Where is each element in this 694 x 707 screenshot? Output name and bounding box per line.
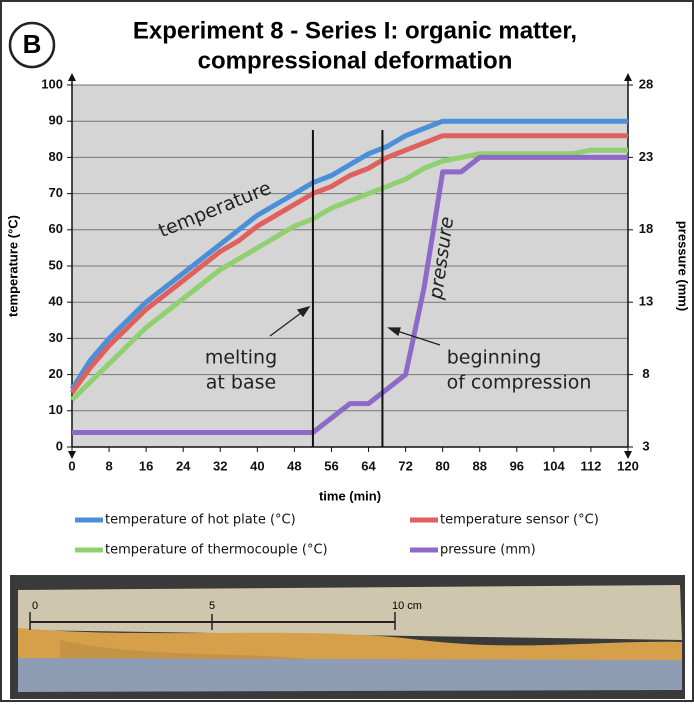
chart-title: Experiment 8 - Series I: organic matter, — [133, 17, 577, 44]
y2-tick-label: 28 — [639, 76, 653, 91]
y2-tick-label: 3 — [642, 438, 649, 453]
y-tick-label: 80 — [49, 149, 63, 164]
y-tick-label: 50 — [49, 257, 63, 272]
panel-label: B — [23, 29, 42, 59]
x-tick-label: 16 — [139, 458, 153, 473]
y-tick-label: 70 — [49, 185, 63, 200]
y2-tick-label: 8 — [642, 366, 649, 381]
x-tick-label: 8 — [105, 458, 112, 473]
y-tick-label: 10 — [49, 402, 63, 417]
series-line — [69, 133, 628, 395]
x-tick-label: 40 — [250, 458, 264, 473]
y-tick-label: 30 — [49, 330, 63, 345]
scale-label: 0 — [32, 600, 38, 612]
y-tick-label: 20 — [49, 366, 63, 381]
series-line — [72, 154, 628, 435]
arrows — [269, 305, 441, 346]
x-tick-label: 104 — [543, 458, 565, 473]
x-axis-label: time (min) — [319, 488, 381, 503]
scale-label: 5 — [209, 600, 215, 612]
chart-title: compressional deformation — [198, 47, 513, 74]
y-tick-label: 100 — [41, 76, 63, 91]
y2-tick-label: 13 — [639, 294, 653, 309]
y-tick-label: 90 — [49, 113, 63, 128]
annotation: of compression — [447, 372, 592, 394]
y2-tick-label: 18 — [639, 221, 653, 236]
sample-photo — [10, 575, 685, 699]
axis-arrow — [68, 451, 76, 459]
legend-label: temperature of thermocouple (°C) — [105, 543, 328, 558]
x-tick-label: 56 — [324, 458, 338, 473]
x-tick-label: 64 — [361, 458, 376, 473]
x-tick-label: 48 — [287, 458, 301, 473]
x-tick-label: 112 — [580, 458, 601, 473]
y-tick-label: 60 — [49, 221, 63, 236]
annotation: beginning — [447, 347, 542, 369]
legend-label: pressure (mm) — [440, 543, 536, 558]
x-tick-label: 88 — [472, 458, 486, 473]
annotation: at base — [206, 372, 276, 394]
y-axis-label: temperature (°C) — [5, 215, 20, 317]
y2-axis-label: pressure (mm) — [676, 221, 691, 311]
x-tick-label: 120 — [617, 458, 639, 473]
x-tick-label: 72 — [398, 458, 412, 473]
x-tick-label: 24 — [176, 458, 191, 473]
x-tick-label: 32 — [213, 458, 227, 473]
y2-tick-label: 23 — [639, 149, 653, 164]
series-line — [69, 118, 628, 391]
axis-arrow — [624, 73, 632, 81]
y-tick-label: 0 — [56, 438, 63, 453]
y-tick-label: 40 — [49, 294, 63, 309]
annotation: melting — [205, 347, 277, 369]
legend-label: temperature sensor (°C) — [440, 513, 599, 528]
axis-arrow — [68, 73, 76, 81]
x-tick-label: 0 — [68, 458, 75, 473]
panel-badge — [8, 21, 56, 69]
axis-arrow — [624, 451, 632, 459]
scale-label: 10 cm — [392, 600, 422, 612]
legend-label: temperature of hot plate (°C) — [105, 513, 296, 528]
series-line — [70, 147, 628, 402]
x-tick-label: 96 — [510, 458, 524, 473]
x-tick-label: 80 — [435, 458, 449, 473]
